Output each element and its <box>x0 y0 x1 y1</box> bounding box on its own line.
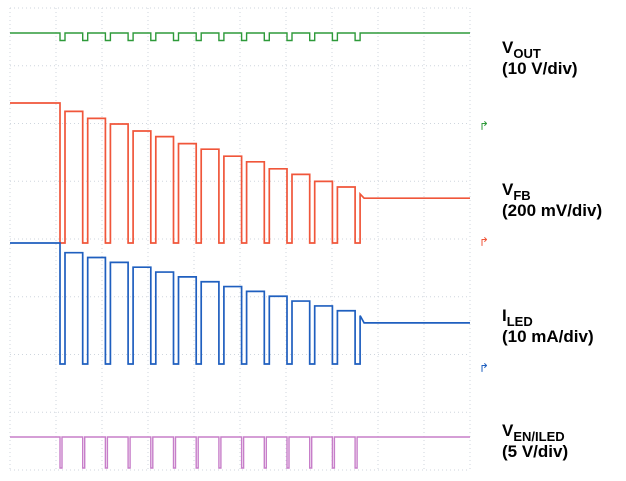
channel-markers: ↱ ↱ ↱ <box>479 119 489 375</box>
iled-label-main: I <box>502 306 507 325</box>
vout-scale: (10 V/div) <box>502 59 578 78</box>
vout-label: VOUT (10 V/div) <box>502 38 578 79</box>
ven-label-sub: EN/ILED <box>513 429 565 444</box>
iled-trace <box>10 242 470 365</box>
ven-trace <box>10 436 470 469</box>
iled-label-sub: LED <box>506 314 533 329</box>
ven-label: VEN/ILED (5 V/div) <box>502 421 568 462</box>
iled-label: ILED (10 mA/div) <box>502 306 594 347</box>
ven-label-main: V <box>502 421 514 440</box>
ven-scale: (5 V/div) <box>502 442 569 461</box>
vfb-trace <box>10 102 470 244</box>
chart-traces <box>10 32 470 469</box>
channel-marker-icon: ↱ <box>479 235 489 249</box>
vfb-label-sub: FB <box>513 188 531 203</box>
iled-scale: (10 mA/div) <box>502 327 594 346</box>
vfb-label-main: V <box>502 180 514 199</box>
vfb-scale: (200 mV/div) <box>502 201 603 220</box>
vout-label-main: V <box>502 38 514 57</box>
channel-marker-icon: ↱ <box>479 119 489 133</box>
channel-marker-icon: ↱ <box>479 361 489 375</box>
chart-grid <box>9 7 471 471</box>
vout-trace <box>10 32 470 42</box>
vfb-label: VFB (200 mV/div) <box>502 180 602 221</box>
vout-label-sub: OUT <box>513 46 541 61</box>
